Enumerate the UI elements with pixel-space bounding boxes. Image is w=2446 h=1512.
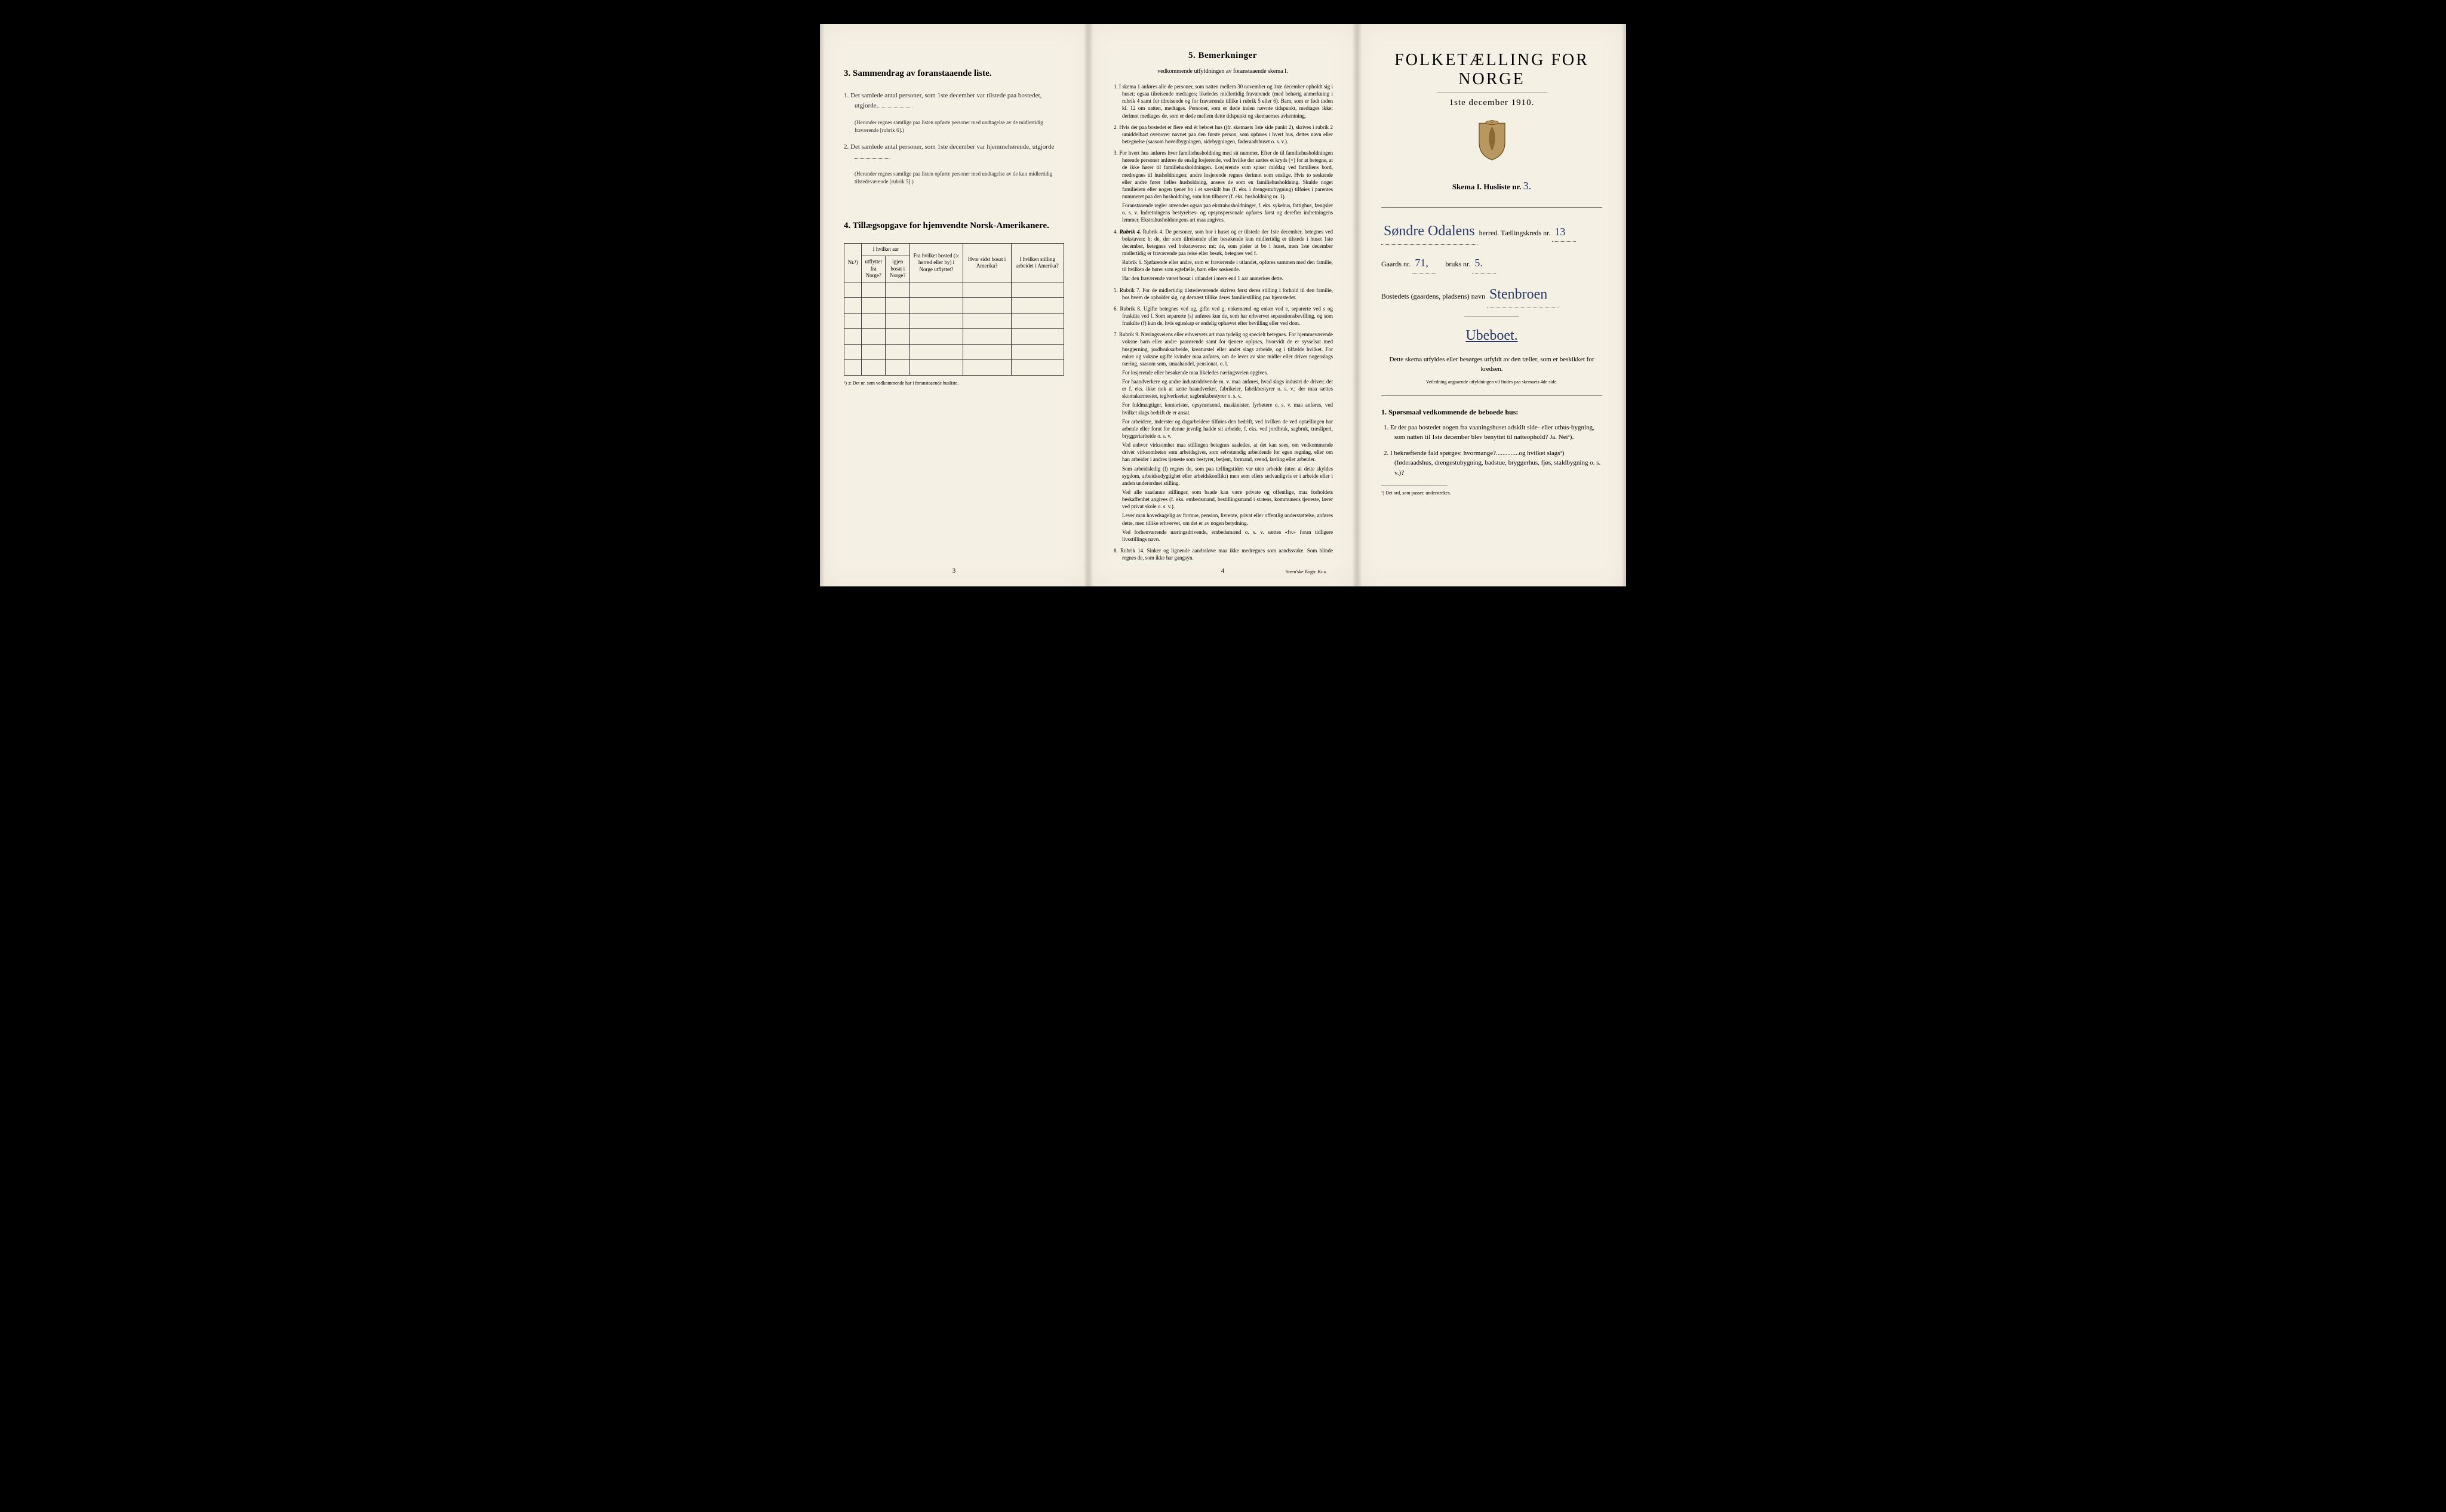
section-3-heading: 3. Sammendrag av foranstaaende liste. <box>844 69 1064 79</box>
blank-field <box>855 158 890 159</box>
bruk-label: bruks nr. <box>1445 260 1470 268</box>
questions-heading: 1. Spørsmaal vedkommende de beboede hus: <box>1381 408 1602 417</box>
remark-2: 2. Hvis der paa bostedet er flere end ét… <box>1113 124 1333 145</box>
divider <box>1381 207 1602 208</box>
skema-line: Skema I. Husliste nr. 3. <box>1381 180 1602 192</box>
section-4-heading: 4. Tillægsopgave for hjemvendte Norsk-Am… <box>844 221 1064 231</box>
remark-7-text: Rubrik 9. Næringsveiens eller erhvervets… <box>1119 331 1333 367</box>
panel-cover: FOLKETÆLLING FOR NORGE 1ste december 191… <box>1357 24 1626 586</box>
remark-8: 8. Rubrik 14. Sinker og lignende aandssl… <box>1113 547 1333 561</box>
th-year-back: igjen bosat i Norge? <box>886 256 910 282</box>
question-2: 2. I bekræftende fald spørges: hvormange… <box>1381 448 1602 478</box>
herred-row: Søndre Odalens herred. Tællingskreds nr.… <box>1381 219 1602 245</box>
instruction-2: Veiledning angaaende utfyldningen vil fi… <box>1381 379 1602 385</box>
remark-4: 4. Rubrik 4. Rubrik 4. De personer, som … <box>1113 228 1333 282</box>
remark-7-e8: Ved forhenværende næringsdrivende, embed… <box>1122 528 1333 543</box>
remark-3-extra: Foranstaaende regler anvendes ogsaa paa … <box>1122 202 1333 223</box>
bosted-label: Bostedets (gaardens, pladsens) navn <box>1381 292 1485 300</box>
remark-7: 7. Rubrik 9. Næringsveiens eller erhverv… <box>1113 331 1333 543</box>
ubeboet-note: Ubeboet. <box>1381 328 1602 344</box>
table-row <box>844 298 1064 314</box>
remark-1: 1. I skema 1 anføres alle de personer, s… <box>1113 83 1333 119</box>
item1-text: 1. Det samlede antal personer, som 1ste … <box>844 92 1041 109</box>
th-work: I hvilken stilling arbeidet i Amerika? <box>1011 244 1064 282</box>
bosted-row: Bostedets (gaardens, pladsens) navn Sten… <box>1381 282 1602 308</box>
remark-6-text: Rubrik 8. Ugifte betegnes ved ug, gifte … <box>1120 306 1333 326</box>
summary-item-2: 2. Det samlede antal personer, som 1ste … <box>844 142 1064 162</box>
page-number-4: 4 <box>1221 567 1225 574</box>
remark-4-extra2: Har den fraværende været bosat i utlande… <box>1122 275 1333 282</box>
remark-3-text: For hvert hus anføres hver familiehushol… <box>1120 150 1333 199</box>
remark-7-e1: For haandverkere og andre industridriven… <box>1122 378 1333 399</box>
section-5-subheading: vedkommende utfyldningen av foranstaaend… <box>1113 68 1333 75</box>
remarks-list: 1. I skema 1 anføres alle de personer, s… <box>1113 83 1333 561</box>
remark-2-text: Hvis der paa bostedet er flere end ét be… <box>1119 124 1333 145</box>
item2-text: 2. Det samlede antal personer, som 1ste … <box>844 143 1054 150</box>
coat-of-arms-icon <box>1381 120 1602 165</box>
small-divider <box>1464 316 1520 317</box>
table-row <box>844 314 1064 329</box>
remark-7-e7: Lever man hovedsagelig av formue, pensio… <box>1122 512 1333 526</box>
remark-8-text: Rubrik 14. Sinker og lignende aandssløve… <box>1120 548 1333 561</box>
remark-5: 5. Rubrik 7. For de midlertidig tilstede… <box>1113 287 1333 301</box>
summary-item-1: 1. Det samlede antal personer, som 1ste … <box>844 91 1064 110</box>
remark-7-e5: Som arbeidsledig (l) regnes de, som paa … <box>1122 465 1333 487</box>
item2-note: (Herunder regnes samtlige paa listen opf… <box>844 170 1064 185</box>
divider-2 <box>1381 395 1602 396</box>
remark-5-text: Rubrik 7. For de midlertidig tilstedevær… <box>1120 287 1333 300</box>
th-year-out: utflyttet fra Norge? <box>862 256 886 282</box>
instruction-1: Dette skema utfyldes eller besørges utfy… <box>1381 355 1602 374</box>
remark-7-e6: Ved alle saadanne stillinger, som baade … <box>1122 488 1333 510</box>
herred-label: herred. Tællingskreds nr. <box>1479 229 1551 237</box>
gaard-nr: 71, <box>1415 257 1428 269</box>
th-from: Fra hvilket bosted (ɔ: herred eller by) … <box>910 244 963 282</box>
remark-7-e4: Ved enhver virksomhet maa stillingen bet… <box>1122 441 1333 463</box>
skema-label: Skema I. Husliste nr. <box>1452 182 1521 191</box>
emigrant-table: Nr.¹) I hvilket aar Fra hvilket bosted (… <box>844 243 1064 376</box>
printer-credit: Steen'ske Bogtr. Kr.a. <box>1286 569 1327 574</box>
th-where: Hvor sidst bosat i Amerika? <box>963 244 1011 282</box>
gaard-row: Gaards nr. 71, bruks nr. 5. <box>1381 253 1602 273</box>
th-nr: Nr.¹) <box>844 244 862 282</box>
table-row <box>844 282 1064 298</box>
remark-4-text: Rubrik 4. De personer, som bor i huset o… <box>1122 229 1333 256</box>
tk-nr: 13 <box>1554 226 1565 238</box>
bruk-nr: 5. <box>1474 257 1483 269</box>
panel-page-4: 5. Bemerkninger vedkommende utfyldningen… <box>1089 24 1357 586</box>
remark-3: 3. For hvert hus anføres hver familiehus… <box>1113 149 1333 223</box>
document-subtitle: 1ste december 1910. <box>1381 98 1602 108</box>
husliste-nr: 3. <box>1523 180 1532 192</box>
remark-6: 6. Rubrik 8. Ugifte betegnes ved ug, gif… <box>1113 305 1333 327</box>
gaard-label: Gaards nr. <box>1381 260 1411 268</box>
cover-footnote: ¹) Det ord, som passer, understrekes. <box>1381 490 1602 496</box>
remark-7-e3: For arbeidere, inderster og dagarbeidere… <box>1122 418 1333 440</box>
item1-note: (Herunder regnes samtlige paa listen opf… <box>844 119 1064 134</box>
bosted-handwritten: Stenbroen <box>1489 287 1547 302</box>
remark-7-e0: For losjerende eller besøkende maa likel… <box>1122 369 1333 376</box>
table-row <box>844 360 1064 376</box>
ubeboet-text: Ubeboet. <box>1465 328 1517 343</box>
question-1: 1. Er der paa bostedet nogen fra vaaning… <box>1381 423 1602 442</box>
remark-7-e2: For fuldmægtiger, kontorister, opsynsmæn… <box>1122 401 1333 416</box>
document-title: FOLKETÆLLING FOR NORGE <box>1381 51 1602 89</box>
trifold-document: 3. Sammendrag av foranstaaende liste. 1.… <box>820 24 1626 586</box>
herred-handwritten: Søndre Odalens <box>1384 223 1475 239</box>
remark-1-text: I skema 1 anføres alle de personer, som … <box>1119 84 1333 119</box>
table-footnote: ¹) ɔ: Det nr. som vedkommende har i fora… <box>844 380 1064 386</box>
table-row <box>844 329 1064 345</box>
section-5-heading: 5. Bemerkninger <box>1113 51 1333 61</box>
table-row <box>844 345 1064 360</box>
remark-4-extra1: Rubrik 6. Sjøfarende eller andre, som er… <box>1122 259 1333 273</box>
panel-page-3: 3. Sammendrag av foranstaaende liste. 1.… <box>820 24 1089 586</box>
page-number-3: 3 <box>952 567 956 574</box>
th-year: I hvilket aar <box>862 244 910 256</box>
